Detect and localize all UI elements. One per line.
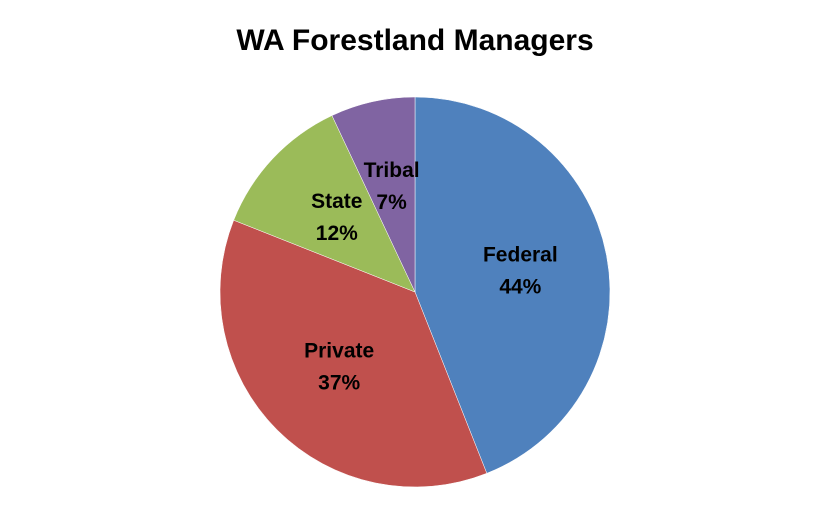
slice-value-label: 37%: [318, 371, 360, 394]
slice-category-label: State: [311, 190, 362, 213]
pie-slice: [233, 115, 416, 293]
pie-slice: [219, 219, 488, 488]
slice-value-label: 7%: [376, 191, 407, 214]
slice-value-label: 44%: [499, 275, 541, 298]
pie-slice: [414, 96, 611, 474]
slice-value-label: 12%: [316, 222, 358, 245]
pie-slice: [331, 96, 416, 293]
slice-category-label: Tribal: [364, 159, 420, 182]
slice-category-label: Federal: [483, 243, 558, 266]
slice-category-label: Private: [304, 339, 374, 362]
chart-title: WA Forestland Managers: [236, 24, 593, 57]
